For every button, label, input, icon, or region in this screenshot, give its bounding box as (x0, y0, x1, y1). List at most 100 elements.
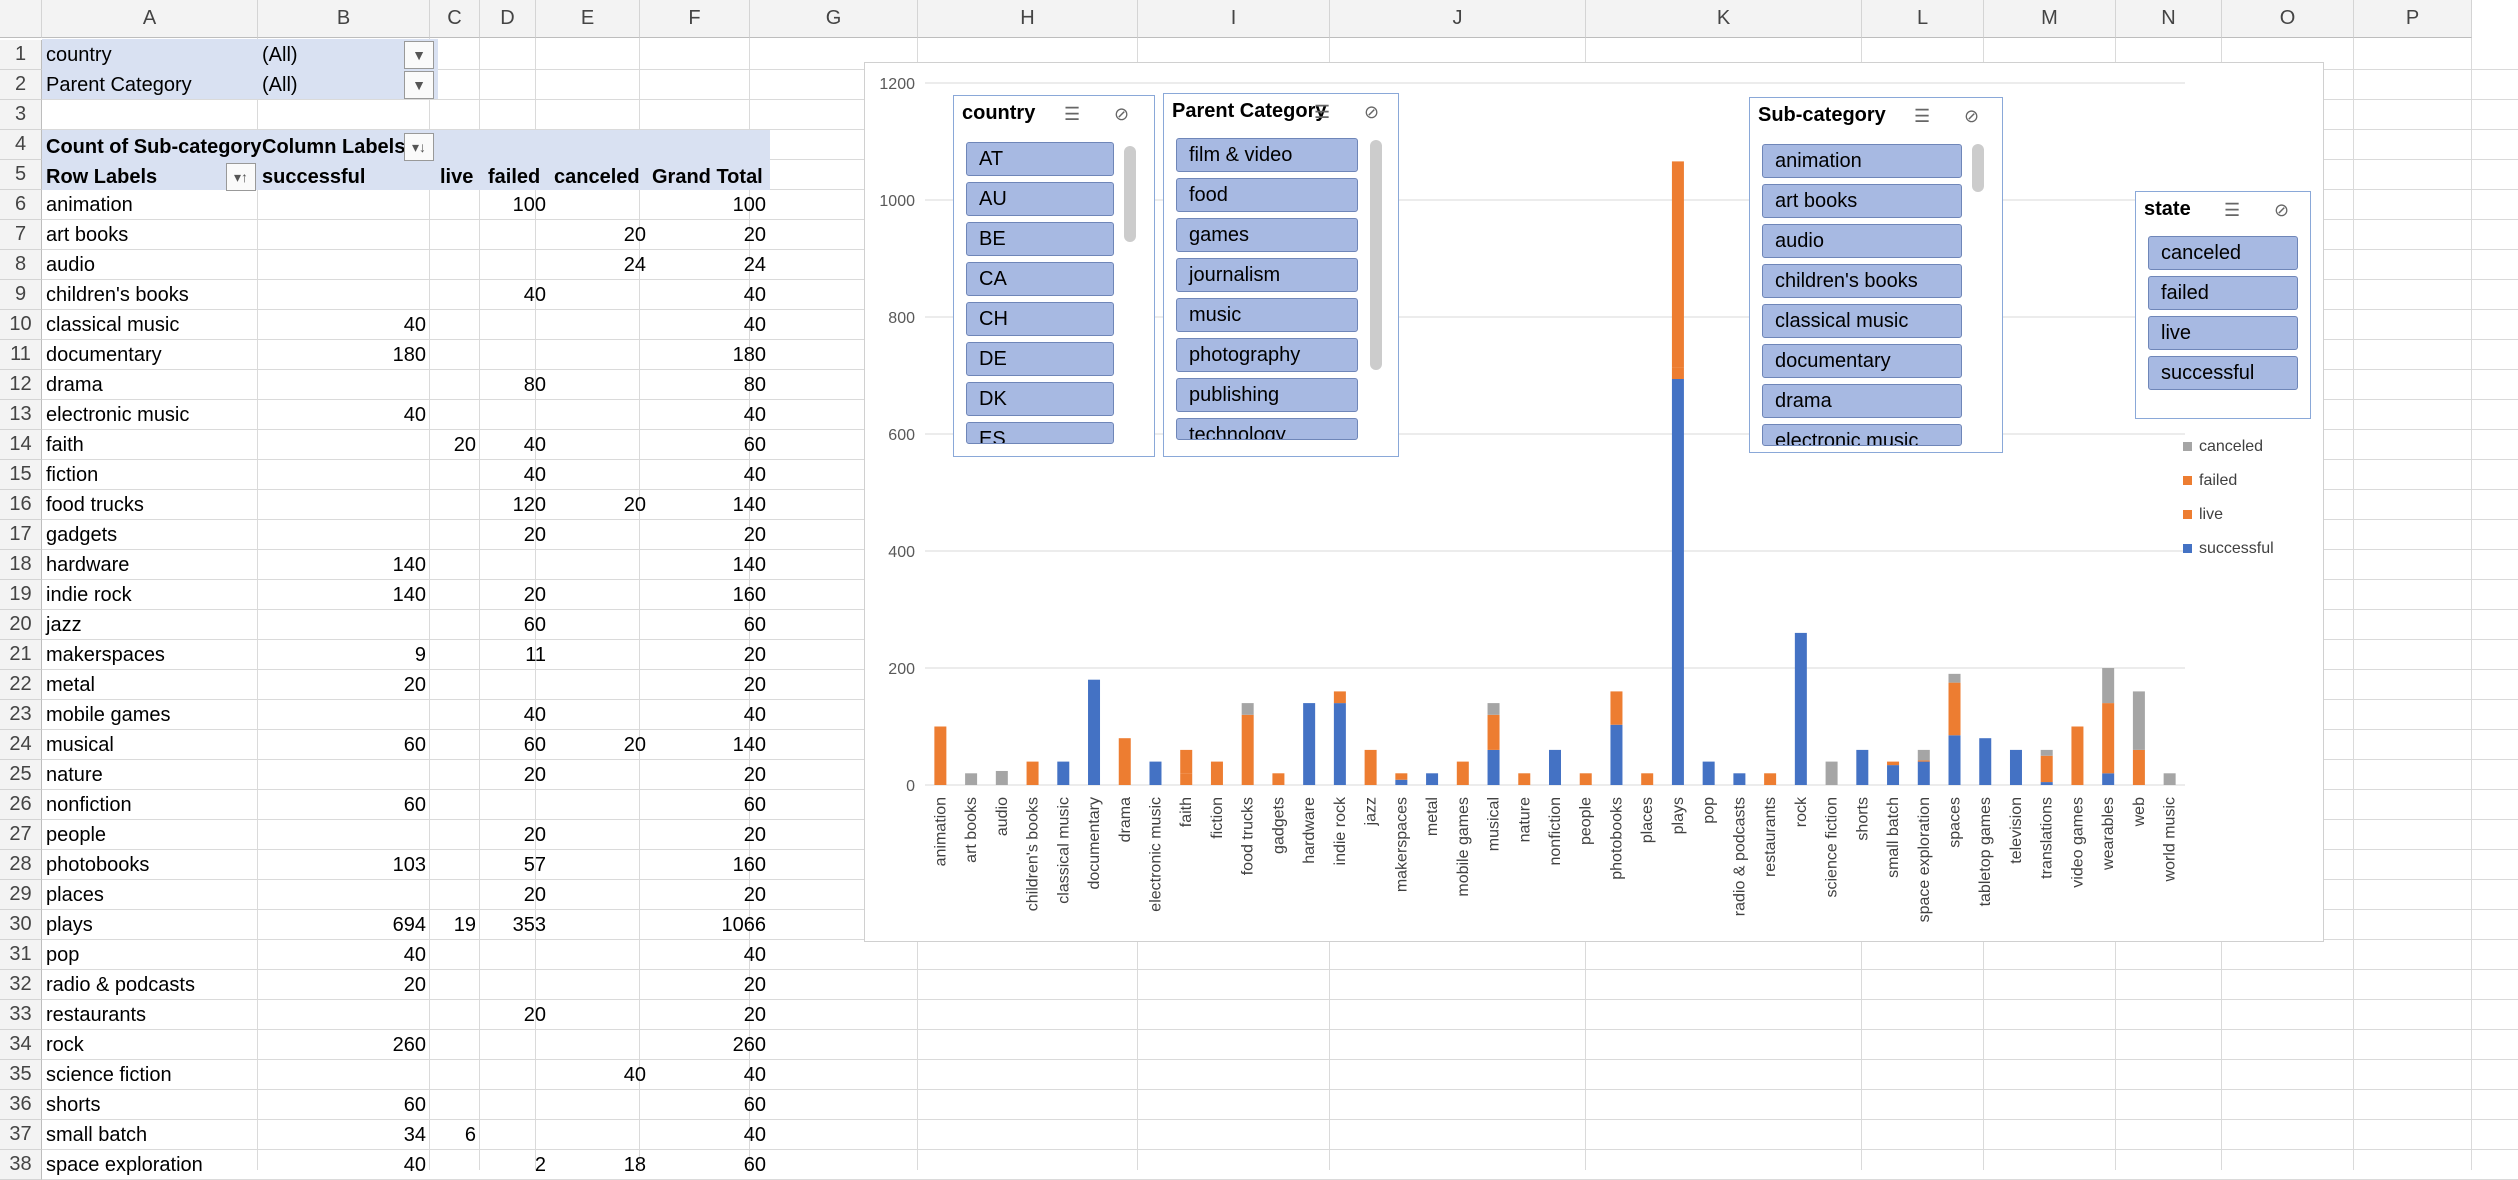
column-header[interactable]: G (750, 0, 918, 38)
multi-select-icon[interactable]: ☰ (1064, 104, 1081, 124)
slicer-item[interactable]: audio (1762, 224, 1962, 258)
row-header[interactable]: 20 (0, 610, 42, 640)
slicer-item[interactable]: games (1176, 218, 1358, 252)
slicer-item[interactable]: classical music (1762, 304, 1962, 338)
filter-dropdown-parent-category[interactable]: ▼ (404, 71, 434, 99)
slicer-item[interactable]: BE (966, 222, 1114, 256)
slicer-item[interactable]: CH (966, 302, 1114, 336)
row-header[interactable]: 19 (0, 580, 42, 610)
row-header[interactable]: 13 (0, 400, 42, 430)
clear-filter-icon[interactable]: ⊘ (1114, 104, 1130, 124)
slicer-sub-category-scrollbar[interactable] (1972, 144, 1984, 192)
row-header[interactable]: 12 (0, 370, 42, 400)
row-header[interactable]: 9 (0, 280, 42, 310)
slicer-item[interactable]: DK (966, 382, 1114, 416)
slicer-item[interactable]: publishing (1176, 378, 1358, 412)
row-header[interactable]: 15 (0, 460, 42, 490)
row-header[interactable]: 36 (0, 1090, 42, 1120)
column-header[interactable]: M (1984, 0, 2116, 38)
row-header[interactable]: 26 (0, 790, 42, 820)
slicer-item[interactable]: photography (1176, 338, 1358, 372)
slicer-item[interactable]: failed (2148, 276, 2298, 310)
multi-select-icon[interactable]: ☰ (2224, 200, 2241, 220)
row-header[interactable]: 18 (0, 550, 42, 580)
row-header[interactable]: 24 (0, 730, 42, 760)
column-header[interactable]: F (640, 0, 750, 38)
slicer-item[interactable]: animation (1762, 144, 1962, 178)
slicer-item[interactable]: DE (966, 342, 1114, 376)
row-header[interactable]: 1 (0, 40, 42, 70)
slicer-country-scrollbar[interactable] (1124, 146, 1136, 242)
slicer-item[interactable]: live (2148, 316, 2298, 350)
clear-filter-icon[interactable]: ⊘ (1364, 102, 1380, 122)
slicer-item[interactable]: food (1176, 178, 1358, 212)
row-header[interactable]: 11 (0, 340, 42, 370)
slicer-item[interactable]: electronic music (1762, 424, 1962, 446)
slicer-item[interactable]: CA (966, 262, 1114, 296)
slicer-item[interactable]: canceled (2148, 236, 2298, 270)
column-header[interactable]: A (42, 0, 258, 38)
row-header[interactable]: 6 (0, 190, 42, 220)
slicer-item[interactable]: journalism (1176, 258, 1358, 292)
slicer-state[interactable]: state ☰ ⊘ canceled failed live successful (2135, 191, 2311, 419)
row-header[interactable]: 37 (0, 1120, 42, 1150)
clear-filter-icon[interactable]: ⊘ (2274, 200, 2290, 220)
row-header[interactable]: 4 (0, 130, 42, 160)
column-header[interactable]: N (2116, 0, 2222, 38)
slicer-item[interactable]: technology (1176, 418, 1358, 440)
multi-select-icon[interactable]: ☰ (1314, 102, 1331, 122)
row-header[interactable]: 29 (0, 880, 42, 910)
column-header[interactable]: I (1138, 0, 1330, 38)
row-header[interactable]: 30 (0, 910, 42, 940)
row-header[interactable]: 3 (0, 100, 42, 130)
column-header[interactable]: E (536, 0, 640, 38)
slicer-item[interactable]: children's books (1762, 264, 1962, 298)
row-header[interactable]: 14 (0, 430, 42, 460)
row-header[interactable]: 8 (0, 250, 42, 280)
slicer-sub-category[interactable]: Sub-category ☰ ⊘ animation art books audio… (1749, 97, 2003, 453)
slicer-item[interactable]: ES (966, 422, 1114, 444)
column-labels-filter-button[interactable]: ▾↓ (404, 133, 434, 161)
row-header[interactable]: 38 (0, 1150, 42, 1180)
slicer-item[interactable]: film & video (1176, 138, 1358, 172)
column-header[interactable]: C (430, 0, 480, 38)
filter-dropdown-country[interactable]: ▼ (404, 41, 434, 69)
column-header[interactable]: P (2354, 0, 2472, 38)
row-header[interactable]: 25 (0, 760, 42, 790)
slicer-country[interactable]: country ☰ ⊘ AT AU BE CA CH DE DK ES (953, 95, 1155, 457)
slicer-item[interactable]: drama (1762, 384, 1962, 418)
column-header[interactable]: H (918, 0, 1138, 38)
slicer-item[interactable]: music (1176, 298, 1358, 332)
row-header[interactable]: 16 (0, 490, 42, 520)
column-header[interactable]: K (1586, 0, 1862, 38)
row-header[interactable]: 10 (0, 310, 42, 340)
row-header[interactable]: 33 (0, 1000, 42, 1030)
column-header[interactable]: B (258, 0, 430, 38)
slicer-item[interactable]: AT (966, 142, 1114, 176)
stacked-bar-chart[interactable]: 0 200 400 600 800 1000 1200 animation art books a… (864, 62, 2324, 942)
row-header[interactable]: 5 (0, 160, 42, 190)
row-header[interactable]: 27 (0, 820, 42, 850)
slicer-item[interactable]: documentary (1762, 344, 1962, 378)
row-header[interactable]: 17 (0, 520, 42, 550)
row-header[interactable]: 34 (0, 1030, 42, 1060)
column-header[interactable]: O (2222, 0, 2354, 38)
row-header[interactable]: 21 (0, 640, 42, 670)
multi-select-icon[interactable]: ☰ (1914, 106, 1931, 126)
row-header[interactable]: 31 (0, 940, 42, 970)
clear-filter-icon[interactable]: ⊘ (1964, 106, 1980, 126)
row-header[interactable]: 28 (0, 850, 42, 880)
row-header[interactable]: 7 (0, 220, 42, 250)
slicer-item[interactable]: successful (2148, 356, 2298, 390)
row-header[interactable]: 35 (0, 1060, 42, 1090)
row-header[interactable]: 32 (0, 970, 42, 1000)
row-header[interactable]: 2 (0, 70, 42, 100)
row-labels-sort-button[interactable]: ▾↑ (226, 163, 256, 191)
column-header[interactable]: J (1330, 0, 1586, 38)
slicer-item[interactable]: art books (1762, 184, 1962, 218)
column-header[interactable]: L (1862, 0, 1984, 38)
column-header[interactable]: D (480, 0, 536, 38)
row-header[interactable]: 22 (0, 670, 42, 700)
select-all-corner[interactable] (0, 0, 42, 38)
slicer-item[interactable]: AU (966, 182, 1114, 216)
